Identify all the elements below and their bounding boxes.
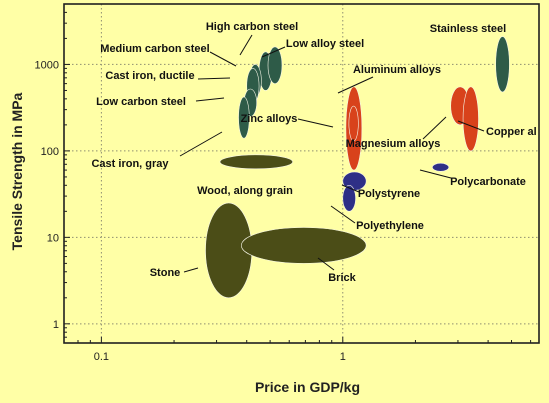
leader-layer [179, 34, 485, 273]
leader-zinc-alloys [297, 118, 334, 128]
label-low-alloy-steel: Low alloy steel [286, 38, 364, 50]
label-zinc-alloys: Zinc alloys [241, 113, 298, 125]
leader-polyethylene [330, 205, 356, 224]
ellipse-polycarbonate [432, 162, 450, 172]
ellipse-stainless-steel [495, 36, 510, 93]
label-wood-along-grain: Wood, along grain [197, 185, 293, 197]
leader-polycarbonate [419, 169, 452, 179]
leader-high-carbon-steel [239, 34, 253, 56]
ellipse-polyethylene [342, 185, 356, 212]
label-polycarbonate: Polycarbonate [450, 176, 526, 188]
label-cast-iron-gray: Cast iron, gray [91, 158, 169, 170]
ellipse-brick [241, 227, 367, 264]
label-magnesium-alloys: Magnesium alloys [346, 138, 441, 150]
ellipse-low-alloy-steel [267, 46, 283, 84]
y-tick-label: 1000 [35, 59, 59, 71]
y-tick-label: 10 [47, 232, 59, 244]
label-copper-al: Copper al [486, 126, 537, 138]
plot-frame [63, 3, 540, 344]
annotation-layer: High carbon steel Medium carbon steel Low … [91, 21, 536, 284]
label-high-carbon-steel: High carbon steel [206, 21, 298, 33]
y-axis-title: Tensile Strength in MPa [9, 92, 25, 250]
label-brick: Brick [328, 272, 356, 284]
leader-low-carbon-steel [195, 97, 225, 102]
leader-cast-iron-ductile [197, 77, 231, 80]
leader-aluminum-alloys [337, 76, 374, 94]
leader-copper-al [457, 120, 485, 132]
leader-medium-carbon-steel [209, 51, 237, 67]
label-aluminum-alloys: Aluminum alloys [353, 64, 441, 76]
label-low-carbon-steel: Low carbon steel [96, 96, 186, 108]
ellipse-zinc-alloys [348, 105, 359, 142]
ellipse-cast-iron-gray [238, 96, 250, 139]
leader-stone [183, 267, 199, 273]
ellipse-copper-al [462, 86, 479, 152]
leader-cast-iron-gray [179, 131, 223, 157]
label-stone: Stone [150, 267, 181, 279]
label-cast-iron-ductile: Cast iron, ductile [105, 70, 194, 82]
ellipse-layer [205, 36, 510, 299]
tick-layer: 0.1 1 1 10 100 1000 [35, 3, 532, 363]
x-tick-label: 0.1 [94, 351, 109, 363]
x-axis-title: Price in GDP/kg [255, 379, 360, 395]
y-tick-label: 1 [53, 319, 59, 331]
leader-brick [317, 257, 335, 271]
label-medium-carbon-steel: Medium carbon steel [100, 43, 209, 55]
label-polystyrene: Polystyrene [358, 188, 420, 200]
y-tick-label: 100 [41, 146, 59, 158]
x-tick-label: 1 [340, 351, 346, 363]
leader-polystyrene [341, 184, 360, 193]
label-polyethylene: Polyethylene [356, 220, 424, 232]
label-stainless-steel: Stainless steel [430, 23, 506, 35]
ellipse-wood-along-grain [219, 154, 293, 170]
leader-magnesium-alloys [422, 116, 447, 140]
leader-low-alloy-steel [261, 46, 286, 58]
